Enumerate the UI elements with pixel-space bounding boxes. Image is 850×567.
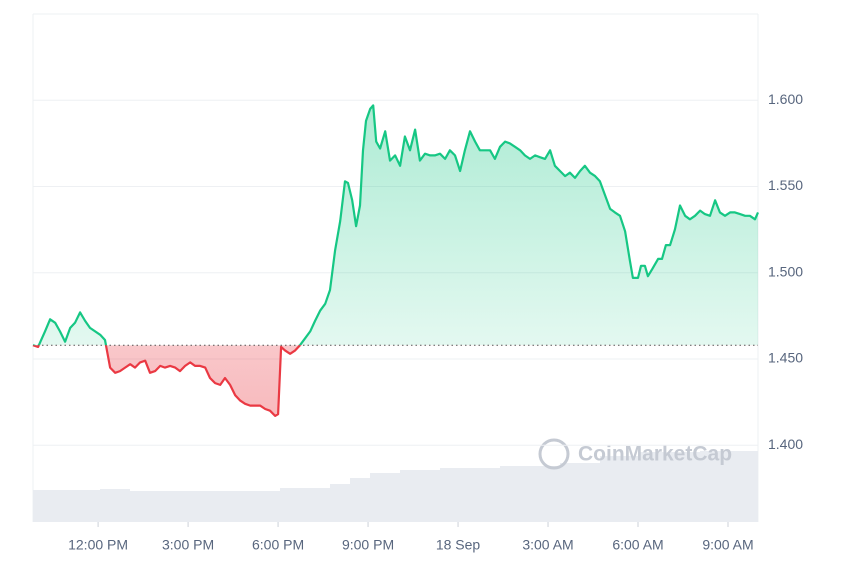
- x-tick-label: 12:00 PM: [68, 537, 128, 553]
- x-tick-label: 3:00 PM: [162, 537, 214, 553]
- x-tick-label: 9:00 AM: [702, 537, 753, 553]
- y-tick-label: 1.500: [768, 263, 803, 279]
- area-up: [38, 105, 758, 346]
- y-tick-label: 1.550: [768, 177, 803, 193]
- price-line-up: [33, 104, 760, 346]
- watermark-logo: [538, 438, 570, 470]
- y-tick-label: 1.400: [768, 436, 803, 452]
- x-tick-label: 3:00 AM: [522, 537, 573, 553]
- area-down: [33, 345, 758, 416]
- x-tick-label: 18 Sep: [436, 537, 481, 553]
- x-tick-label: 9:00 PM: [342, 537, 394, 553]
- volume-area: [33, 451, 758, 522]
- price-line-down: [32, 345, 302, 417]
- x-tick-label: 6:00 AM: [612, 537, 663, 553]
- y-tick-label: 1.600: [768, 91, 803, 107]
- y-tick-label: 1.450: [768, 350, 803, 366]
- x-tick-label: 6:00 PM: [252, 537, 304, 553]
- watermark-text: CoinMarketCap: [578, 443, 732, 466]
- watermark: CoinMarketCap: [538, 438, 732, 470]
